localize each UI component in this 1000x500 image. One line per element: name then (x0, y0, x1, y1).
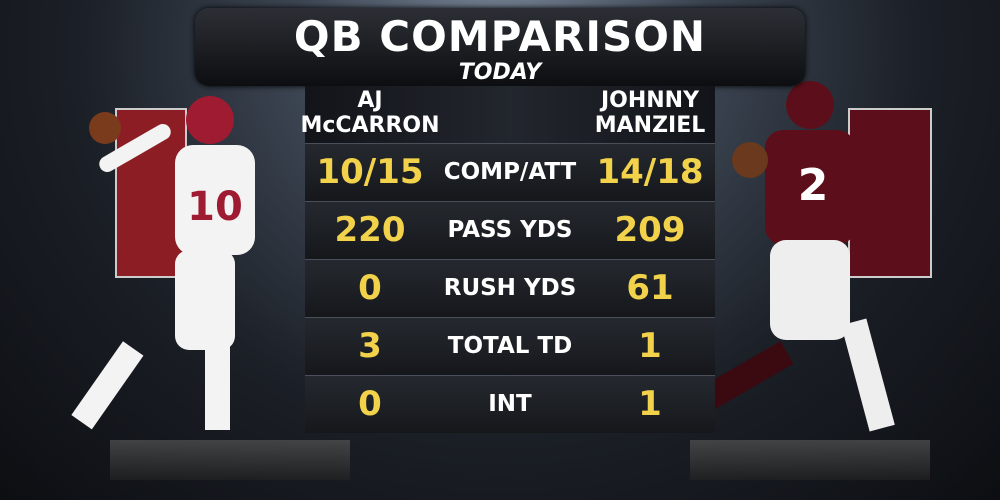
name-line: AJ (357, 88, 383, 113)
left-value: 0 (358, 268, 382, 308)
stat-row: 10/15 COMP/ATT 14/18 (305, 143, 715, 201)
stat-label: TOTAL TD (447, 333, 573, 359)
name-line: MANZIEL (594, 113, 706, 138)
svg-text:10: 10 (187, 184, 243, 230)
left-value: 0 (358, 384, 382, 424)
player-right: 2 (715, 81, 895, 432)
stat-label: PASS YDS (447, 217, 573, 243)
title-banner: QB COMPARISON TODAY (195, 8, 805, 86)
floor-light (690, 440, 930, 480)
subtitle: TODAY (458, 60, 542, 85)
stats-table: AJ McCARRON JOHNNY MANZIEL 10/15 COMP/ATT… (300, 86, 715, 433)
player-name: JOHNNY MANZIEL (575, 88, 725, 138)
player-left: 10 (71, 96, 255, 430)
floor-light (110, 440, 350, 480)
right-value: 1 (638, 384, 662, 424)
stat-row: 0 INT 1 (305, 375, 715, 433)
stat-row: 0 RUSH YDS 61 (305, 259, 715, 317)
title: QB COMPARISON (293, 12, 707, 61)
stat-label: COMP/ATT (443, 159, 577, 185)
right-value: 209 (614, 210, 686, 250)
svg-text:2: 2 (798, 160, 829, 211)
stat-row: 220 PASS YDS 209 (305, 201, 715, 259)
player-name: AJ McCARRON (295, 88, 445, 138)
left-value: 220 (334, 210, 406, 250)
stat-row: 3 TOTAL TD 1 (305, 317, 715, 375)
right-value: 61 (626, 268, 674, 308)
right-value: 14/18 (596, 152, 704, 192)
left-value: 10/15 (316, 152, 424, 192)
left-value: 3 (358, 326, 382, 366)
right-value: 1 (638, 326, 662, 366)
name-line: McCARRON (300, 113, 440, 138)
stat-label: INT (488, 391, 532, 417)
name-line: JOHNNY (600, 88, 700, 113)
stat-label: RUSH YDS (443, 275, 577, 301)
